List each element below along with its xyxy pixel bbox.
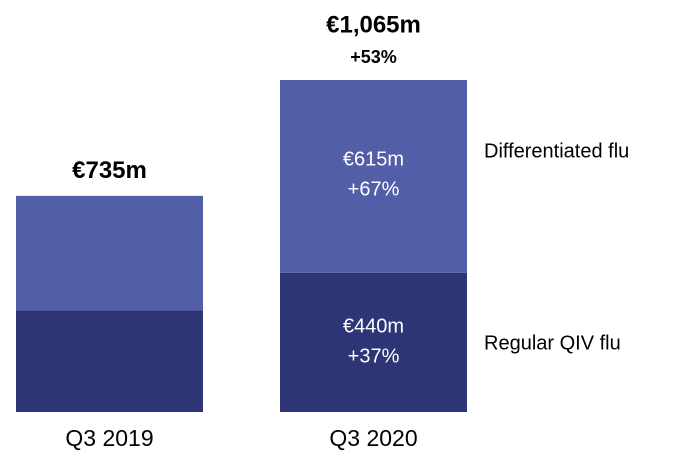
total-label: €735m <box>72 157 147 184</box>
legend-label: Differentiated flu <box>484 141 629 163</box>
bar-segment <box>16 310 203 412</box>
segment-value-label: €615m <box>343 149 404 171</box>
x-tick-label: Q3 2019 <box>65 425 153 451</box>
segment-growth-label: +67% <box>348 179 400 201</box>
x-tick-label: Q3 2020 <box>329 425 417 451</box>
bar-segment <box>280 80 467 273</box>
bar-segment <box>16 195 203 311</box>
total-label: €1,065m <box>326 11 421 38</box>
legend-label: Regular QIV flu <box>484 333 621 355</box>
segment-growth-label: +37% <box>348 346 400 368</box>
total-growth-label: +53% <box>350 47 397 67</box>
bar-segment <box>280 272 467 412</box>
segment-value-label: €440m <box>343 316 404 338</box>
